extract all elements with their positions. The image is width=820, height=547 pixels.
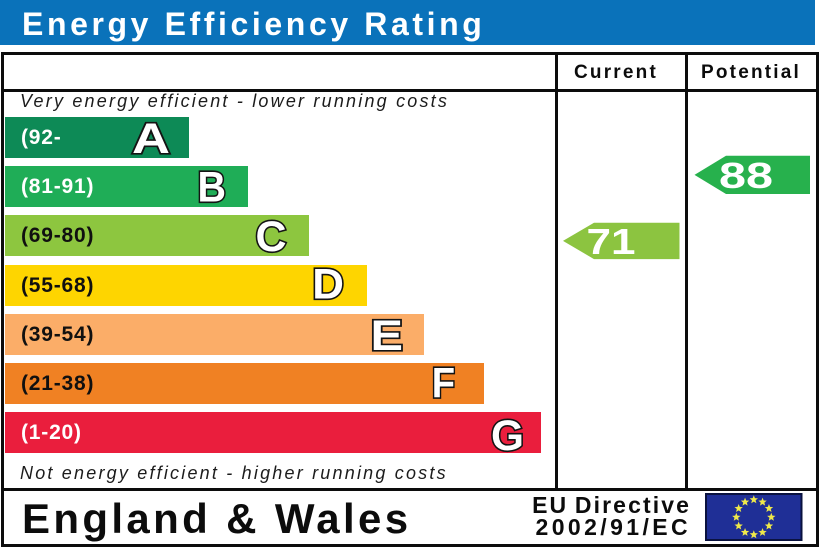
svg-text:D: D <box>312 261 344 309</box>
svg-text:71: 71 <box>587 221 636 262</box>
svg-text:E: E <box>371 312 404 360</box>
svg-text:B: B <box>198 164 227 212</box>
svg-text:88: 88 <box>719 155 773 196</box>
svg-text:F: F <box>432 360 455 408</box>
svg-text:C: C <box>256 213 287 261</box>
svg-text:G: G <box>491 412 524 460</box>
svg-text:A: A <box>132 115 170 163</box>
